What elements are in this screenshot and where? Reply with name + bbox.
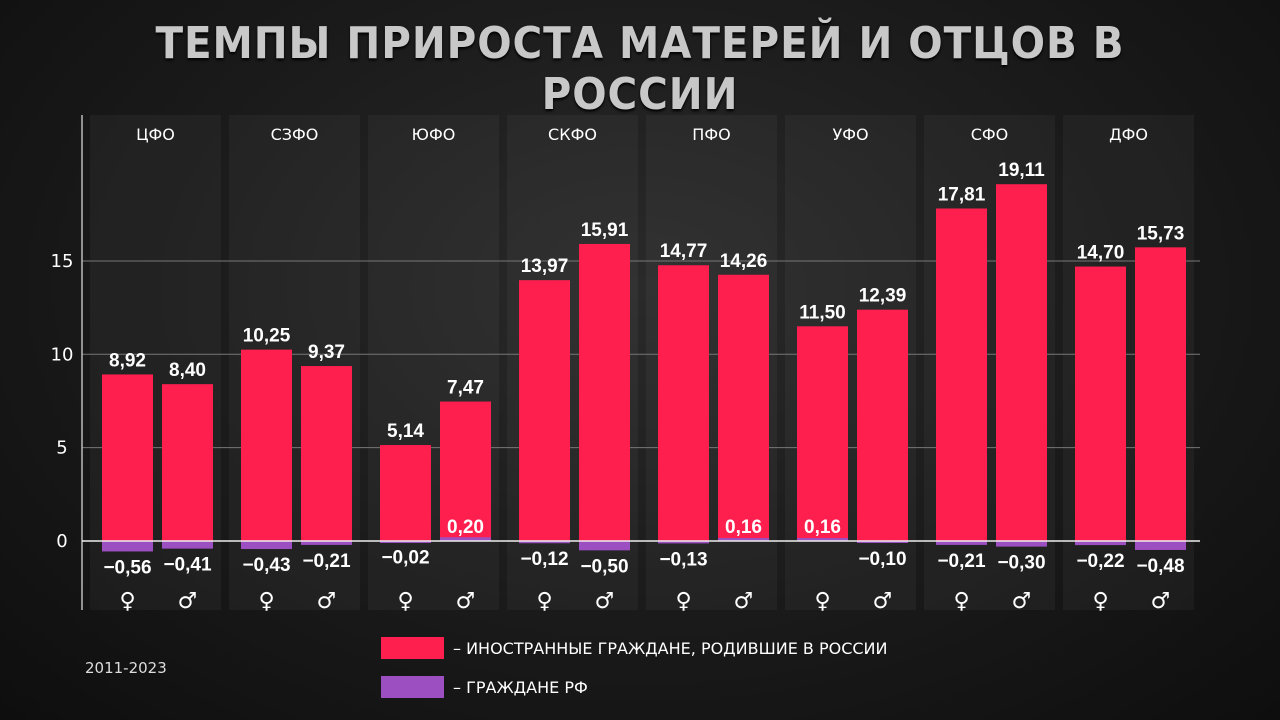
category-label: СЗФО [271, 125, 319, 144]
category-label: ДФО [1109, 125, 1148, 144]
female-icon: ♀ [536, 589, 552, 614]
bar-citizens [857, 541, 908, 543]
data-label-foreign: 10,25 [243, 326, 291, 347]
bar-citizens [1075, 541, 1126, 546]
data-label-foreign: 9,37 [308, 342, 345, 363]
data-label-citizens: −0,10 [858, 549, 906, 570]
bar-foreign [440, 401, 491, 541]
data-label-foreign: 12,39 [859, 286, 907, 307]
bar-foreign [857, 309, 908, 541]
data-label-citizens: −0,41 [163, 555, 212, 576]
category-label: ЦФО [136, 125, 175, 144]
bar-citizens [241, 541, 292, 550]
bar-foreign [579, 243, 630, 541]
data-label-citizens: −0,13 [659, 549, 707, 570]
bar-foreign [519, 280, 570, 541]
male-icon: ♂ [1151, 589, 1171, 614]
bar-foreign [102, 374, 153, 541]
bar-foreign [936, 208, 987, 541]
bar-foreign [162, 384, 213, 541]
female-icon: ♀ [397, 589, 413, 614]
bar-citizens [301, 541, 352, 545]
bar-citizens [579, 541, 630, 551]
bar-foreign [797, 326, 848, 541]
bar-foreign [241, 349, 292, 541]
data-label-foreign: 14,26 [720, 251, 768, 272]
bar-citizens [936, 541, 987, 545]
bar-citizens [380, 541, 431, 543]
female-icon: ♀ [814, 589, 830, 614]
male-icon: ♂ [595, 589, 615, 614]
legend-label-citizens: – ГРАЖДАНЕ РФ [453, 678, 588, 697]
data-label-citizens: −0,21 [302, 551, 351, 572]
data-label-citizens: −0,22 [1076, 551, 1124, 572]
female-icon: ♀ [953, 589, 969, 614]
y-tick-label: 5 [56, 438, 67, 459]
y-tick-label: 10 [51, 344, 74, 365]
bar-citizens [718, 538, 769, 541]
bar-foreign [1075, 266, 1126, 541]
category-label: СФО [971, 125, 1009, 144]
bar-foreign [380, 445, 431, 541]
male-icon: ♂ [1012, 589, 1032, 614]
data-label-foreign: 19,11 [998, 160, 1045, 181]
data-label-citizens: −0,12 [520, 549, 568, 570]
male-icon: ♂ [178, 589, 198, 614]
female-icon: ♀ [675, 589, 691, 614]
bar-foreign [1135, 247, 1186, 541]
period-note: 2011-2023 [85, 659, 167, 677]
chart-title: ТЕМПЫ ПРИРОСТА МАТЕРЕЙ И ОТЦОВ В РОССИИ [155, 18, 1125, 120]
bar-citizens [658, 541, 709, 544]
legend-swatch-foreign [381, 637, 444, 659]
legend-label-foreign: – ИНОСТРАННЫЕ ГРАЖДАНЕ, РОДИВШИЕ В РОССИ… [453, 639, 888, 658]
data-label-foreign: 17,81 [938, 184, 986, 205]
data-label-citizens: −0,02 [381, 547, 429, 568]
male-icon: ♂ [456, 589, 476, 614]
bar-foreign [718, 274, 769, 541]
bar-foreign [658, 265, 709, 541]
bar-citizens [797, 538, 848, 541]
data-label-foreign: 5,14 [387, 421, 424, 442]
bar-citizens [996, 541, 1047, 547]
legend-swatch-citizens [381, 676, 444, 698]
bar-foreign [301, 366, 352, 541]
data-label-foreign: 8,40 [169, 360, 206, 381]
category-label: СКФО [548, 125, 597, 144]
data-label-foreign: 8,92 [109, 350, 146, 371]
bar-citizens [519, 541, 570, 544]
bar-citizens [440, 537, 491, 541]
data-label-citizens: −0,21 [937, 551, 986, 572]
bar-foreign [996, 184, 1047, 541]
bar-citizens [1135, 541, 1186, 550]
female-icon: ♀ [119, 589, 135, 614]
y-tick-label: 15 [51, 251, 74, 272]
data-label-citizens: 0,16 [725, 517, 762, 538]
data-label-citizens: 0,20 [447, 517, 484, 538]
data-label-foreign: 13,97 [521, 256, 569, 277]
data-label-foreign: 14,77 [660, 241, 708, 262]
data-label-citizens: −0,56 [103, 557, 151, 578]
data-label-foreign: 15,73 [1137, 223, 1185, 244]
data-label-foreign: 7,47 [447, 378, 484, 399]
data-label-citizens: 0,16 [804, 517, 841, 538]
category-label: УФО [832, 125, 868, 144]
data-label-citizens: −0,48 [1136, 556, 1184, 577]
bar-citizens [162, 541, 213, 549]
data-label-citizens: −0,50 [580, 556, 628, 577]
data-label-foreign: 15,91 [581, 220, 629, 241]
y-tick-label: 0 [56, 531, 67, 552]
male-icon: ♂ [317, 589, 337, 614]
data-label-citizens: −0,30 [997, 553, 1045, 574]
male-icon: ♂ [734, 589, 754, 614]
male-icon: ♂ [873, 589, 893, 614]
bar-citizens [102, 541, 153, 552]
data-label-foreign: 11,50 [799, 302, 846, 323]
female-icon: ♀ [258, 589, 274, 614]
category-label: ЮФО [412, 125, 456, 144]
data-label-foreign: 14,70 [1077, 243, 1125, 264]
data-label-citizens: −0,43 [242, 555, 290, 576]
female-icon: ♀ [1092, 589, 1108, 614]
category-label: ПФО [692, 125, 730, 144]
